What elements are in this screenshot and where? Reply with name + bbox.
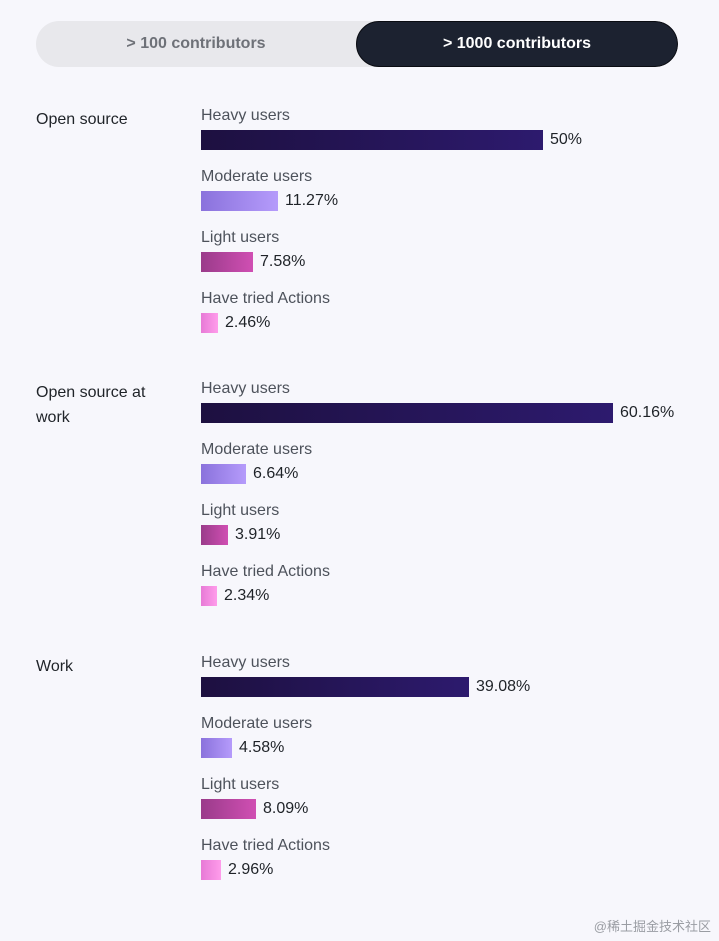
series-label: Have tried Actions xyxy=(201,837,330,854)
bar-row: Moderate users 11.27% xyxy=(201,168,701,229)
bar xyxy=(201,677,469,697)
series-label: Have tried Actions xyxy=(201,290,330,307)
bar-value-label: 2.46% xyxy=(225,314,271,331)
bar-value-label: 11.27% xyxy=(285,192,339,209)
series-label: Heavy users xyxy=(201,654,290,671)
group-label: Open source at work xyxy=(36,384,146,426)
bar-value-label: 39.08% xyxy=(476,678,531,695)
bar-row: Heavy users 60.16% xyxy=(201,380,701,441)
bar-row: Have tried Actions 2.96% xyxy=(201,837,701,898)
bar-row: Light users 3.91% xyxy=(201,502,701,563)
bar xyxy=(201,403,613,423)
bar-line: 50% xyxy=(201,130,582,150)
bar xyxy=(201,586,217,606)
bar-line: 60.16% xyxy=(201,403,674,423)
bar-line: 2.34% xyxy=(201,586,269,606)
series-label: Moderate users xyxy=(201,168,313,185)
bar-row: Moderate users 4.58% xyxy=(201,715,701,776)
contributors-toggle: > 100 contributors > 1000 contributors xyxy=(36,21,678,67)
series-label: Heavy users xyxy=(201,107,290,124)
bar xyxy=(201,313,218,333)
bar-row: Have tried Actions 2.34% xyxy=(201,563,701,624)
bar xyxy=(201,738,232,758)
group-label: Work xyxy=(36,658,74,675)
group-bars: Heavy users 60.16% Moderate users 6.64% Ligh… xyxy=(201,380,701,624)
bar xyxy=(201,525,228,545)
bar-value-label: 4.58% xyxy=(239,739,285,756)
bar xyxy=(201,191,278,211)
bar-value-label: 7.58% xyxy=(260,253,306,270)
bar-value-label: 50% xyxy=(550,131,583,148)
series-label: Light users xyxy=(201,502,280,519)
toggle-1000-contributors[interactable]: > 1000 contributors xyxy=(356,21,678,67)
bar-row: Light users 7.58% xyxy=(201,229,701,290)
bar xyxy=(201,860,221,880)
group-label: Open source xyxy=(36,111,128,128)
series-label: Heavy users xyxy=(201,380,290,397)
bar-line: 39.08% xyxy=(201,677,530,697)
group-bars: Heavy users 50% Moderate users 11.27% Light … xyxy=(201,107,701,351)
bar-value-label: 8.09% xyxy=(263,800,309,817)
bar-row: Moderate users 6.64% xyxy=(201,441,701,502)
series-label: Moderate users xyxy=(201,715,313,732)
bar xyxy=(201,799,256,819)
bar-value-label: 2.34% xyxy=(224,587,270,604)
bar-value-label: 2.96% xyxy=(228,861,274,878)
bar-line: 3.91% xyxy=(201,525,280,545)
bar-row: Light users 8.09% xyxy=(201,776,701,837)
toggle-100-contributors[interactable]: > 100 contributors xyxy=(126,35,266,52)
series-label: Moderate users xyxy=(201,441,313,458)
watermark: @稀土掘金技术社区 xyxy=(593,919,711,934)
bar-line: 11.27% xyxy=(201,191,338,211)
bar-row: Heavy users 50% xyxy=(201,107,701,168)
bar-value-label: 3.91% xyxy=(235,526,281,543)
series-label: Light users xyxy=(201,229,280,246)
bar xyxy=(201,252,253,272)
bar-line: 2.46% xyxy=(201,313,270,333)
bar-row: Heavy users 39.08% xyxy=(201,654,701,715)
bar-line: 7.58% xyxy=(201,252,305,272)
bar-line: 4.58% xyxy=(201,738,284,758)
bar-line: 6.64% xyxy=(201,464,298,484)
bar-line: 2.96% xyxy=(201,860,273,880)
series-label: Light users xyxy=(201,776,280,793)
series-label: Have tried Actions xyxy=(201,563,330,580)
bar xyxy=(201,130,543,150)
group-bars: Heavy users 39.08% Moderate users 4.58% Ligh… xyxy=(201,654,701,898)
bar-value-label: 6.64% xyxy=(253,465,299,482)
bar-value-label: 60.16% xyxy=(620,404,675,421)
bar-line: 8.09% xyxy=(201,799,308,819)
bar-row: Have tried Actions 2.46% xyxy=(201,290,701,351)
bar xyxy=(201,464,246,484)
